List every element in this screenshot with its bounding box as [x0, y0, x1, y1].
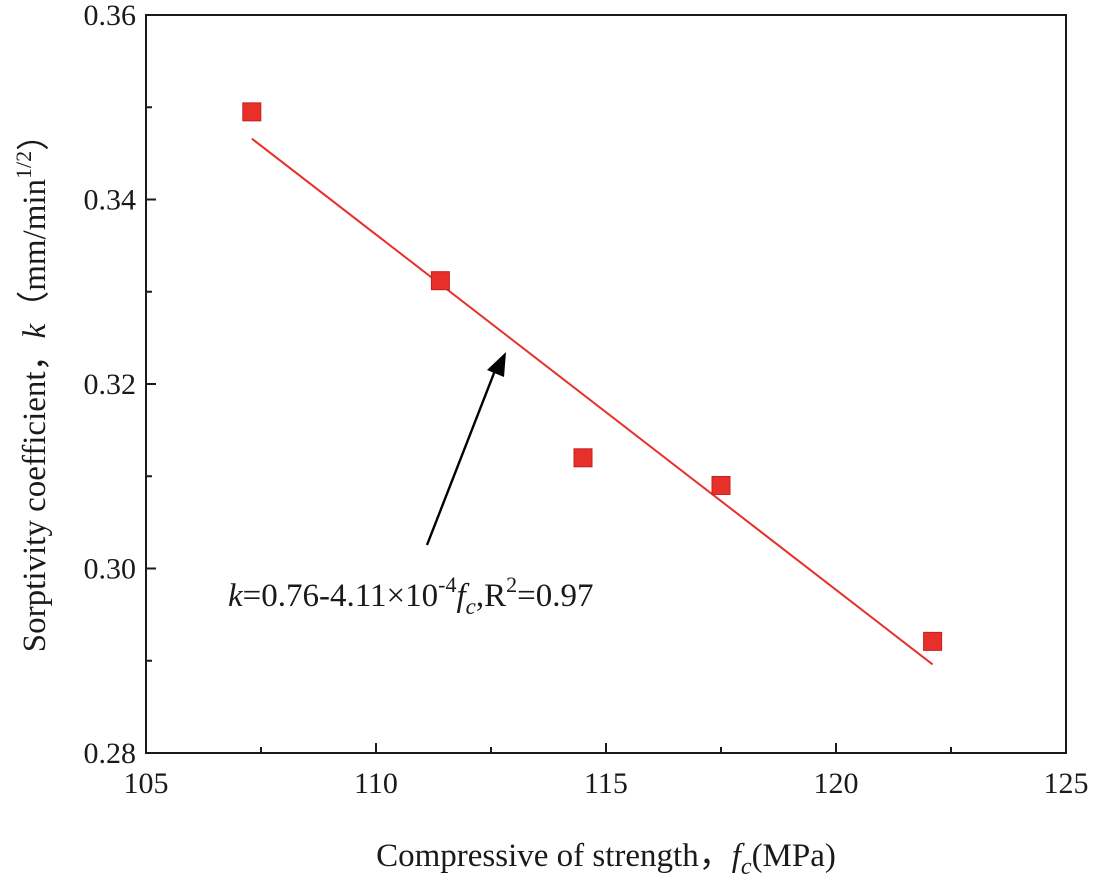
fit-line — [251, 137, 934, 666]
eq-k: k — [228, 578, 244, 614]
y-tick-label: 0.34 — [84, 184, 137, 217]
eq-c: c — [466, 594, 476, 619]
y-title-var: k — [17, 322, 53, 338]
x-title-sub: c — [741, 854, 752, 880]
eq-main: =0.76-4.11×10 — [243, 578, 439, 614]
x-tick-label: 125 — [1044, 767, 1089, 800]
data-points — [242, 102, 943, 651]
x-axis-ticks: 105 110 115 120 125 — [124, 743, 1089, 800]
eq-end: =0.97 — [517, 578, 593, 614]
x-tick-label: 120 — [814, 767, 859, 800]
y-tick-label: 0.30 — [84, 553, 137, 586]
annotation-arrow — [425, 352, 506, 546]
x-tick-label: 105 — [124, 767, 169, 800]
fit-equation: k=0.76-4.11×10-4fc,R2=0.97 — [228, 572, 594, 619]
y-title-unit-close: ） — [17, 118, 53, 151]
y-tick-label: 0.36 — [84, 0, 137, 32]
y-tick-label: 0.28 — [84, 737, 137, 770]
data-point — [711, 475, 731, 495]
x-title-prefix: Compressive of strength， — [376, 838, 732, 874]
x-tick-label: 115 — [584, 767, 628, 800]
data-point — [573, 448, 593, 468]
data-point — [430, 271, 450, 291]
x-axis-title: Compressive of strength，fc(MPa) — [376, 838, 836, 880]
x-tick-label: 110 — [354, 767, 398, 800]
fit-line-group — [251, 137, 934, 666]
data-point — [242, 102, 262, 122]
y-title-unit-open: （mm/min — [17, 179, 53, 324]
eq-r: ,R — [476, 578, 506, 614]
y-title-unit-sup: 1/2 — [11, 151, 36, 179]
eq-r2: 2 — [506, 572, 517, 597]
x-title-unit: (MPa) — [752, 838, 836, 874]
eq-exp: -4 — [438, 572, 456, 597]
y-axis-title: Sorptivity coefficient，k（mm/min1/2） — [11, 118, 53, 652]
y-tick-label: 0.32 — [84, 368, 137, 401]
y-axis-ticks: 0.28 0.30 0.32 0.34 0.36 — [84, 0, 156, 770]
data-point — [923, 631, 943, 651]
y-title-prefix: Sorptivity coefficient， — [17, 338, 53, 652]
